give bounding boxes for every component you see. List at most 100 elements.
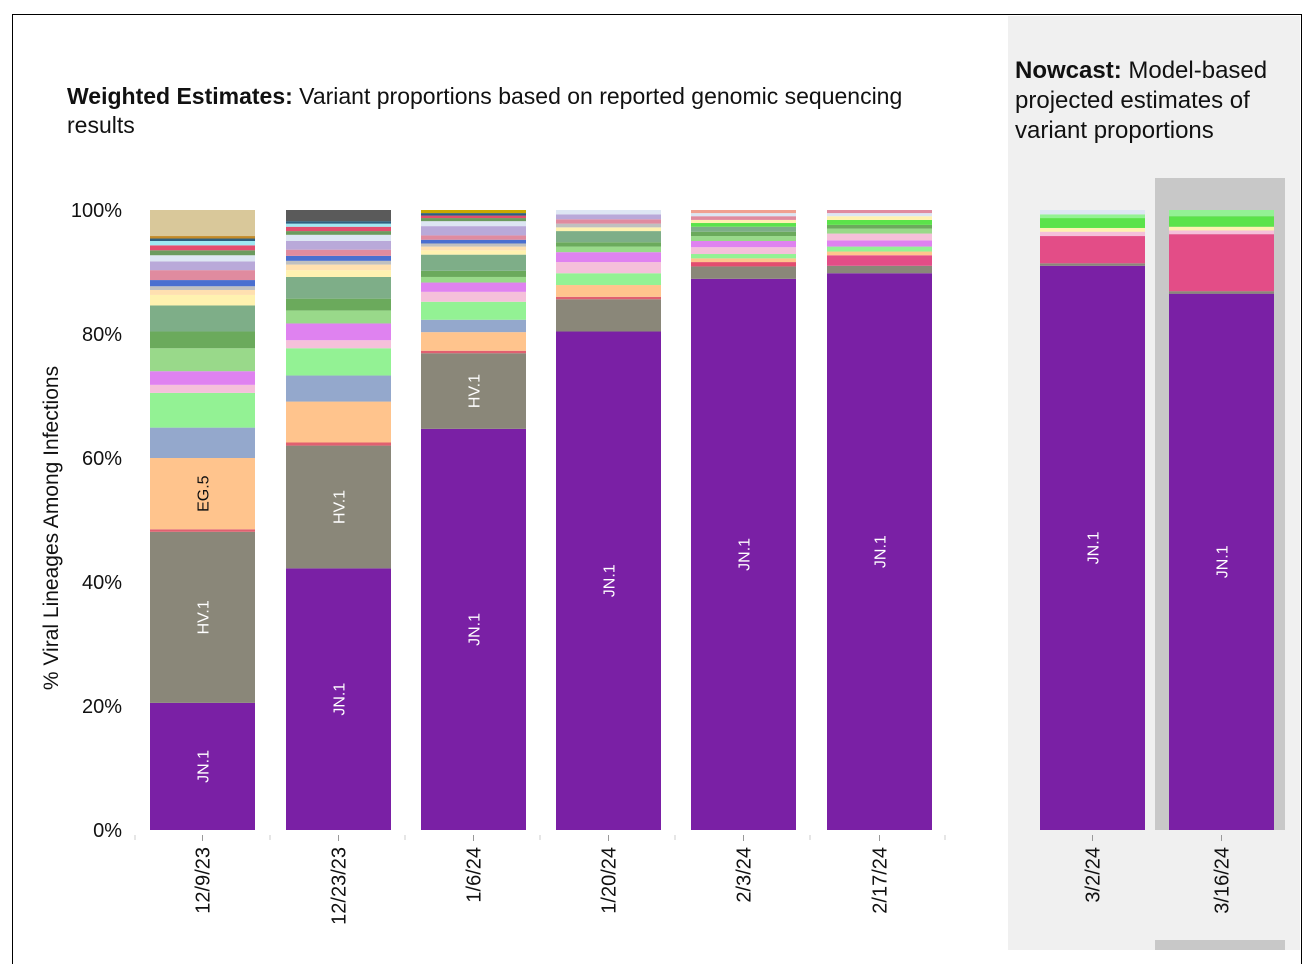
x-tick-label: 1/20/24	[599, 847, 621, 914]
bar-segment	[150, 238, 255, 241]
bar-segment	[286, 241, 391, 250]
bar-segment	[286, 401, 391, 443]
bar-segment	[421, 282, 526, 292]
bar-segment	[691, 278, 796, 830]
bar-segment	[286, 298, 391, 311]
bar-segment	[150, 241, 255, 246]
bar-segment	[827, 265, 932, 274]
bar-segment	[421, 226, 526, 236]
bar-segment	[150, 348, 255, 372]
y-tick-label: 40%	[82, 572, 122, 594]
nowcast-title: Nowcast: Model-based projected estimates…	[1015, 56, 1305, 146]
segment-label: JN.1	[1086, 531, 1103, 564]
bar-segment	[827, 251, 932, 256]
bar-segment	[150, 392, 255, 428]
bar-segment	[691, 266, 796, 279]
bar-segment	[556, 296, 661, 300]
bar-1/20/24: JN.1	[556, 210, 661, 830]
bar-segment	[286, 264, 391, 271]
segment-label: HV.1	[196, 600, 213, 634]
bar-segment	[286, 348, 391, 376]
bar-segment	[421, 350, 526, 354]
bar-segment	[421, 215, 526, 219]
bar-segment	[286, 375, 391, 402]
bar-segment	[827, 210, 932, 214]
bar-2/3/24: JN.1	[691, 210, 796, 830]
bar-segment	[421, 235, 526, 240]
bar-segment	[421, 291, 526, 302]
y-tick-label: 60%	[82, 448, 122, 470]
x-tick-label: 12/9/23	[193, 847, 215, 914]
bar-segment	[556, 331, 661, 830]
bar-segment	[150, 286, 255, 290]
bar-segment	[691, 223, 796, 227]
bar-segment	[556, 273, 661, 286]
x-tick-label: 2/17/24	[870, 847, 892, 914]
bar-segment	[1040, 265, 1145, 830]
bar-segment	[150, 250, 255, 256]
segment-label: JN.1	[1215, 545, 1232, 578]
bar-segment	[421, 243, 526, 247]
bar-segment	[556, 299, 661, 332]
bar-12/9/23: JN.1 HV.1 EG.5	[150, 210, 255, 830]
bar-segment	[691, 262, 796, 267]
bar-segment	[827, 219, 932, 225]
nowcast-title-bold: Nowcast:	[1015, 57, 1122, 84]
weighted-title-bold: Weighted Estimates:	[67, 83, 293, 109]
y-tick-label: 80%	[82, 324, 122, 346]
bar-segment	[421, 332, 526, 351]
bar-segment	[150, 294, 255, 306]
segment-label: JN.1	[196, 750, 213, 783]
bar-segment	[691, 216, 796, 220]
bar-segment	[150, 458, 255, 530]
bar-segment	[421, 270, 526, 277]
y-tick-label: 0%	[93, 820, 122, 842]
x-tick-label: 2/3/24	[734, 847, 756, 903]
segment-label: HV.1	[332, 490, 349, 524]
bar-segment	[827, 240, 932, 247]
bar-segment	[691, 258, 796, 263]
bar-segment	[150, 210, 255, 237]
bar-segment	[691, 219, 796, 224]
bar-segment	[556, 219, 661, 224]
bar-segment	[691, 254, 796, 259]
bar-segment	[827, 233, 932, 241]
bar-segment	[286, 340, 391, 349]
y-axis-label: % Viral Lineages Among Infections	[40, 366, 63, 690]
x-tick-label: 3/2/24	[1083, 847, 1105, 903]
bar-segment	[150, 531, 255, 703]
segment-label: JN.1	[332, 683, 349, 716]
bar-segment	[286, 442, 391, 446]
bar-1/6/24: JN.1 HV.1	[421, 210, 526, 830]
bar-segment	[150, 305, 255, 332]
bar-segment	[827, 246, 932, 252]
bar-segment	[150, 236, 255, 239]
x-tick-label: 3/16/24	[1212, 847, 1234, 914]
bar-segment	[691, 247, 796, 255]
bar-3/16/24: JN.1	[1169, 210, 1274, 830]
bar-segment	[1169, 291, 1274, 294]
x-tick-label: 12/23/23	[329, 847, 351, 925]
bar-segment	[286, 255, 391, 261]
bar-segment	[1169, 234, 1274, 292]
bar-segment	[421, 428, 526, 830]
bar-segment	[421, 221, 526, 227]
bar-12/23/23: JN.1 HV.1	[286, 210, 391, 830]
bar-segment	[421, 246, 526, 251]
bar-segment	[827, 216, 932, 220]
bar-segment	[556, 246, 661, 253]
bar-segment	[421, 276, 526, 283]
bar-segment	[1040, 231, 1145, 237]
bar-segment	[150, 702, 255, 830]
bar-segment	[556, 231, 661, 243]
bar-segment	[421, 210, 526, 214]
bar-segment	[827, 213, 932, 217]
bar-segment	[1169, 293, 1274, 830]
bar-segment	[286, 270, 391, 277]
bar-segment	[1169, 230, 1274, 235]
bar-segment	[1169, 226, 1274, 231]
bar-segment	[691, 210, 796, 214]
bar-segment	[286, 221, 391, 224]
bar-segment	[150, 331, 255, 349]
